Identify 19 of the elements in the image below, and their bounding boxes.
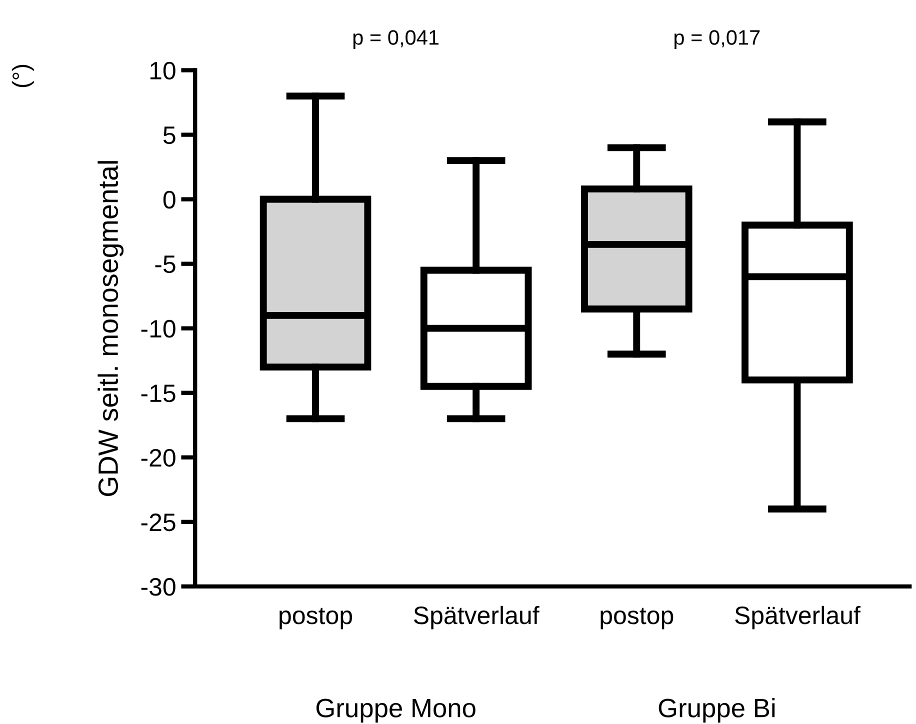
x-tick-label: postop [600, 608, 674, 630]
x-tick-label: Spätverlauf [735, 606, 860, 630]
y-tick-label: -5 [155, 256, 176, 274]
x-tick-label: postop [280, 608, 352, 630]
text: p = 0,041 [353, 30, 439, 49]
y-tick-label: -20 [141, 448, 176, 467]
y-axis-title: GDW seitl. monosegmental [98, 161, 124, 496]
y-tick-label: -30 [141, 578, 176, 596]
y-tick-label: 0 [163, 190, 176, 209]
y-tick-label: -15 [141, 384, 176, 402]
y-tick-label: 10 [150, 62, 176, 80]
y-tick-label: 5 [163, 126, 176, 144]
text: p = 0,017 [674, 30, 760, 49]
text: (°) [12, 64, 34, 88]
text: Gruppe Mono [316, 698, 476, 723]
text: Gruppe Bi [658, 698, 775, 723]
y-tick-label: -10 [141, 320, 176, 338]
x-tick-label: Spätverlauf [414, 606, 540, 630]
y-tick-label: -25 [141, 514, 176, 532]
